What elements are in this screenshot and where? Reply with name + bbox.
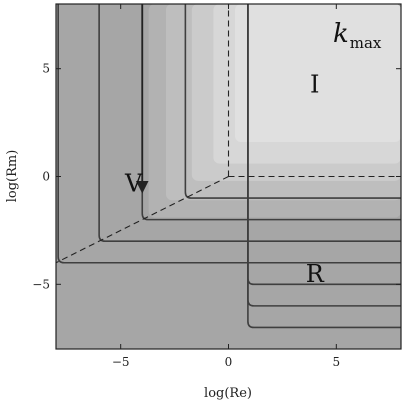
kmax-label: kmax xyxy=(333,19,382,52)
region-label-v: V xyxy=(124,170,143,198)
boundary-v-r-line xyxy=(56,176,229,264)
contour-line xyxy=(247,4,401,329)
contour-line xyxy=(98,4,401,242)
contour-line xyxy=(184,4,401,199)
contour-line xyxy=(247,4,401,286)
kmax-label-main: k xyxy=(333,19,349,49)
x-tick-label: 0 xyxy=(225,355,233,369)
x-tick-label: 5 xyxy=(332,355,340,369)
contour-line xyxy=(57,4,401,264)
shading-band xyxy=(234,4,401,142)
y-tick-label: −5 xyxy=(32,277,50,291)
region-label-i: I xyxy=(310,70,319,98)
x-axis-title: log(Re) xyxy=(204,386,252,401)
region-label-r: R xyxy=(306,260,325,288)
contour-line xyxy=(141,4,401,221)
y-tick-label: 0 xyxy=(42,170,50,184)
kmax-label-subscript: max xyxy=(350,34,382,52)
contour-line xyxy=(247,4,401,307)
y-axis-title: log(Rm) xyxy=(5,150,20,203)
y-tick-label: 5 xyxy=(42,62,50,76)
x-tick-label: −5 xyxy=(112,355,130,369)
